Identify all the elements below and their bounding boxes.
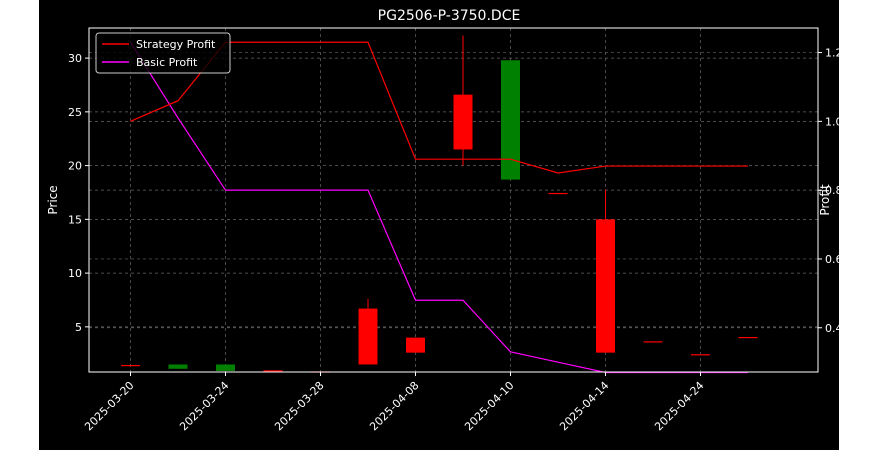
legend: Strategy Profit Basic Profit <box>95 32 231 74</box>
candle-body <box>738 337 758 339</box>
candle-body <box>453 94 473 150</box>
x-tick-label: 2025-03-28 <box>272 379 326 433</box>
basic-profit-line <box>129 41 748 374</box>
plot-frame <box>88 27 819 373</box>
legend-label: Strategy Profit <box>136 38 216 51</box>
y-axis-left-label: Price <box>46 185 60 214</box>
y-left-tick-label: 15 <box>68 213 82 226</box>
y-right-tick-label: 0.6 <box>825 253 839 266</box>
candle-body <box>643 341 663 343</box>
candle-body <box>406 337 425 353</box>
legend-label: Basic Profit <box>136 56 198 69</box>
y-left-tick-label: 10 <box>68 267 82 280</box>
candle-body <box>263 370 283 372</box>
x-tick-label: 2025-04-08 <box>367 379 421 433</box>
candle-body <box>501 60 520 180</box>
y-right-tick-label: 0.8 <box>825 184 839 197</box>
candle-body <box>216 364 235 371</box>
y-left-tick-label: 20 <box>68 160 82 173</box>
y-left-tick-label: 30 <box>68 52 82 65</box>
candle-body <box>548 192 568 195</box>
x-tick-label: 2025-03-20 <box>82 379 136 433</box>
candle-body <box>358 308 378 365</box>
y-right-tick-label: 0.4 <box>825 322 839 335</box>
x-tick-label: 2025-04-24 <box>652 379 706 433</box>
profit-lines <box>129 41 748 374</box>
candle-body <box>596 219 615 353</box>
candles-group <box>121 35 758 373</box>
y-left-tick-label: 25 <box>68 106 82 119</box>
chart-figure: PG2506-P-3750.DCE 2025-03-20 2025-03-24 20… <box>39 0 843 450</box>
chart-svg: PG2506-P-3750.DCE 2025-03-20 2025-03-24 20… <box>46 8 843 433</box>
chart-title: PG2506-P-3750.DCE <box>378 8 521 24</box>
legend-box <box>95 32 231 74</box>
y-right-tick-label: 1.2 <box>825 47 839 60</box>
candle-body <box>691 354 710 356</box>
x-tick-label: 2025-04-10 <box>462 379 516 433</box>
x-tick-label: 2025-03-24 <box>177 379 231 433</box>
grid-lines <box>89 28 818 372</box>
candle-body <box>121 364 140 367</box>
y-right-tick-label: 1.0 <box>825 115 839 128</box>
candle-body <box>168 364 188 369</box>
y-left-tick-label: 5 <box>75 321 82 334</box>
x-tick-label: 2025-04-14 <box>557 379 611 433</box>
strategy-profit-line <box>130 41 748 174</box>
y-axis-right-label: Profit <box>818 184 832 216</box>
